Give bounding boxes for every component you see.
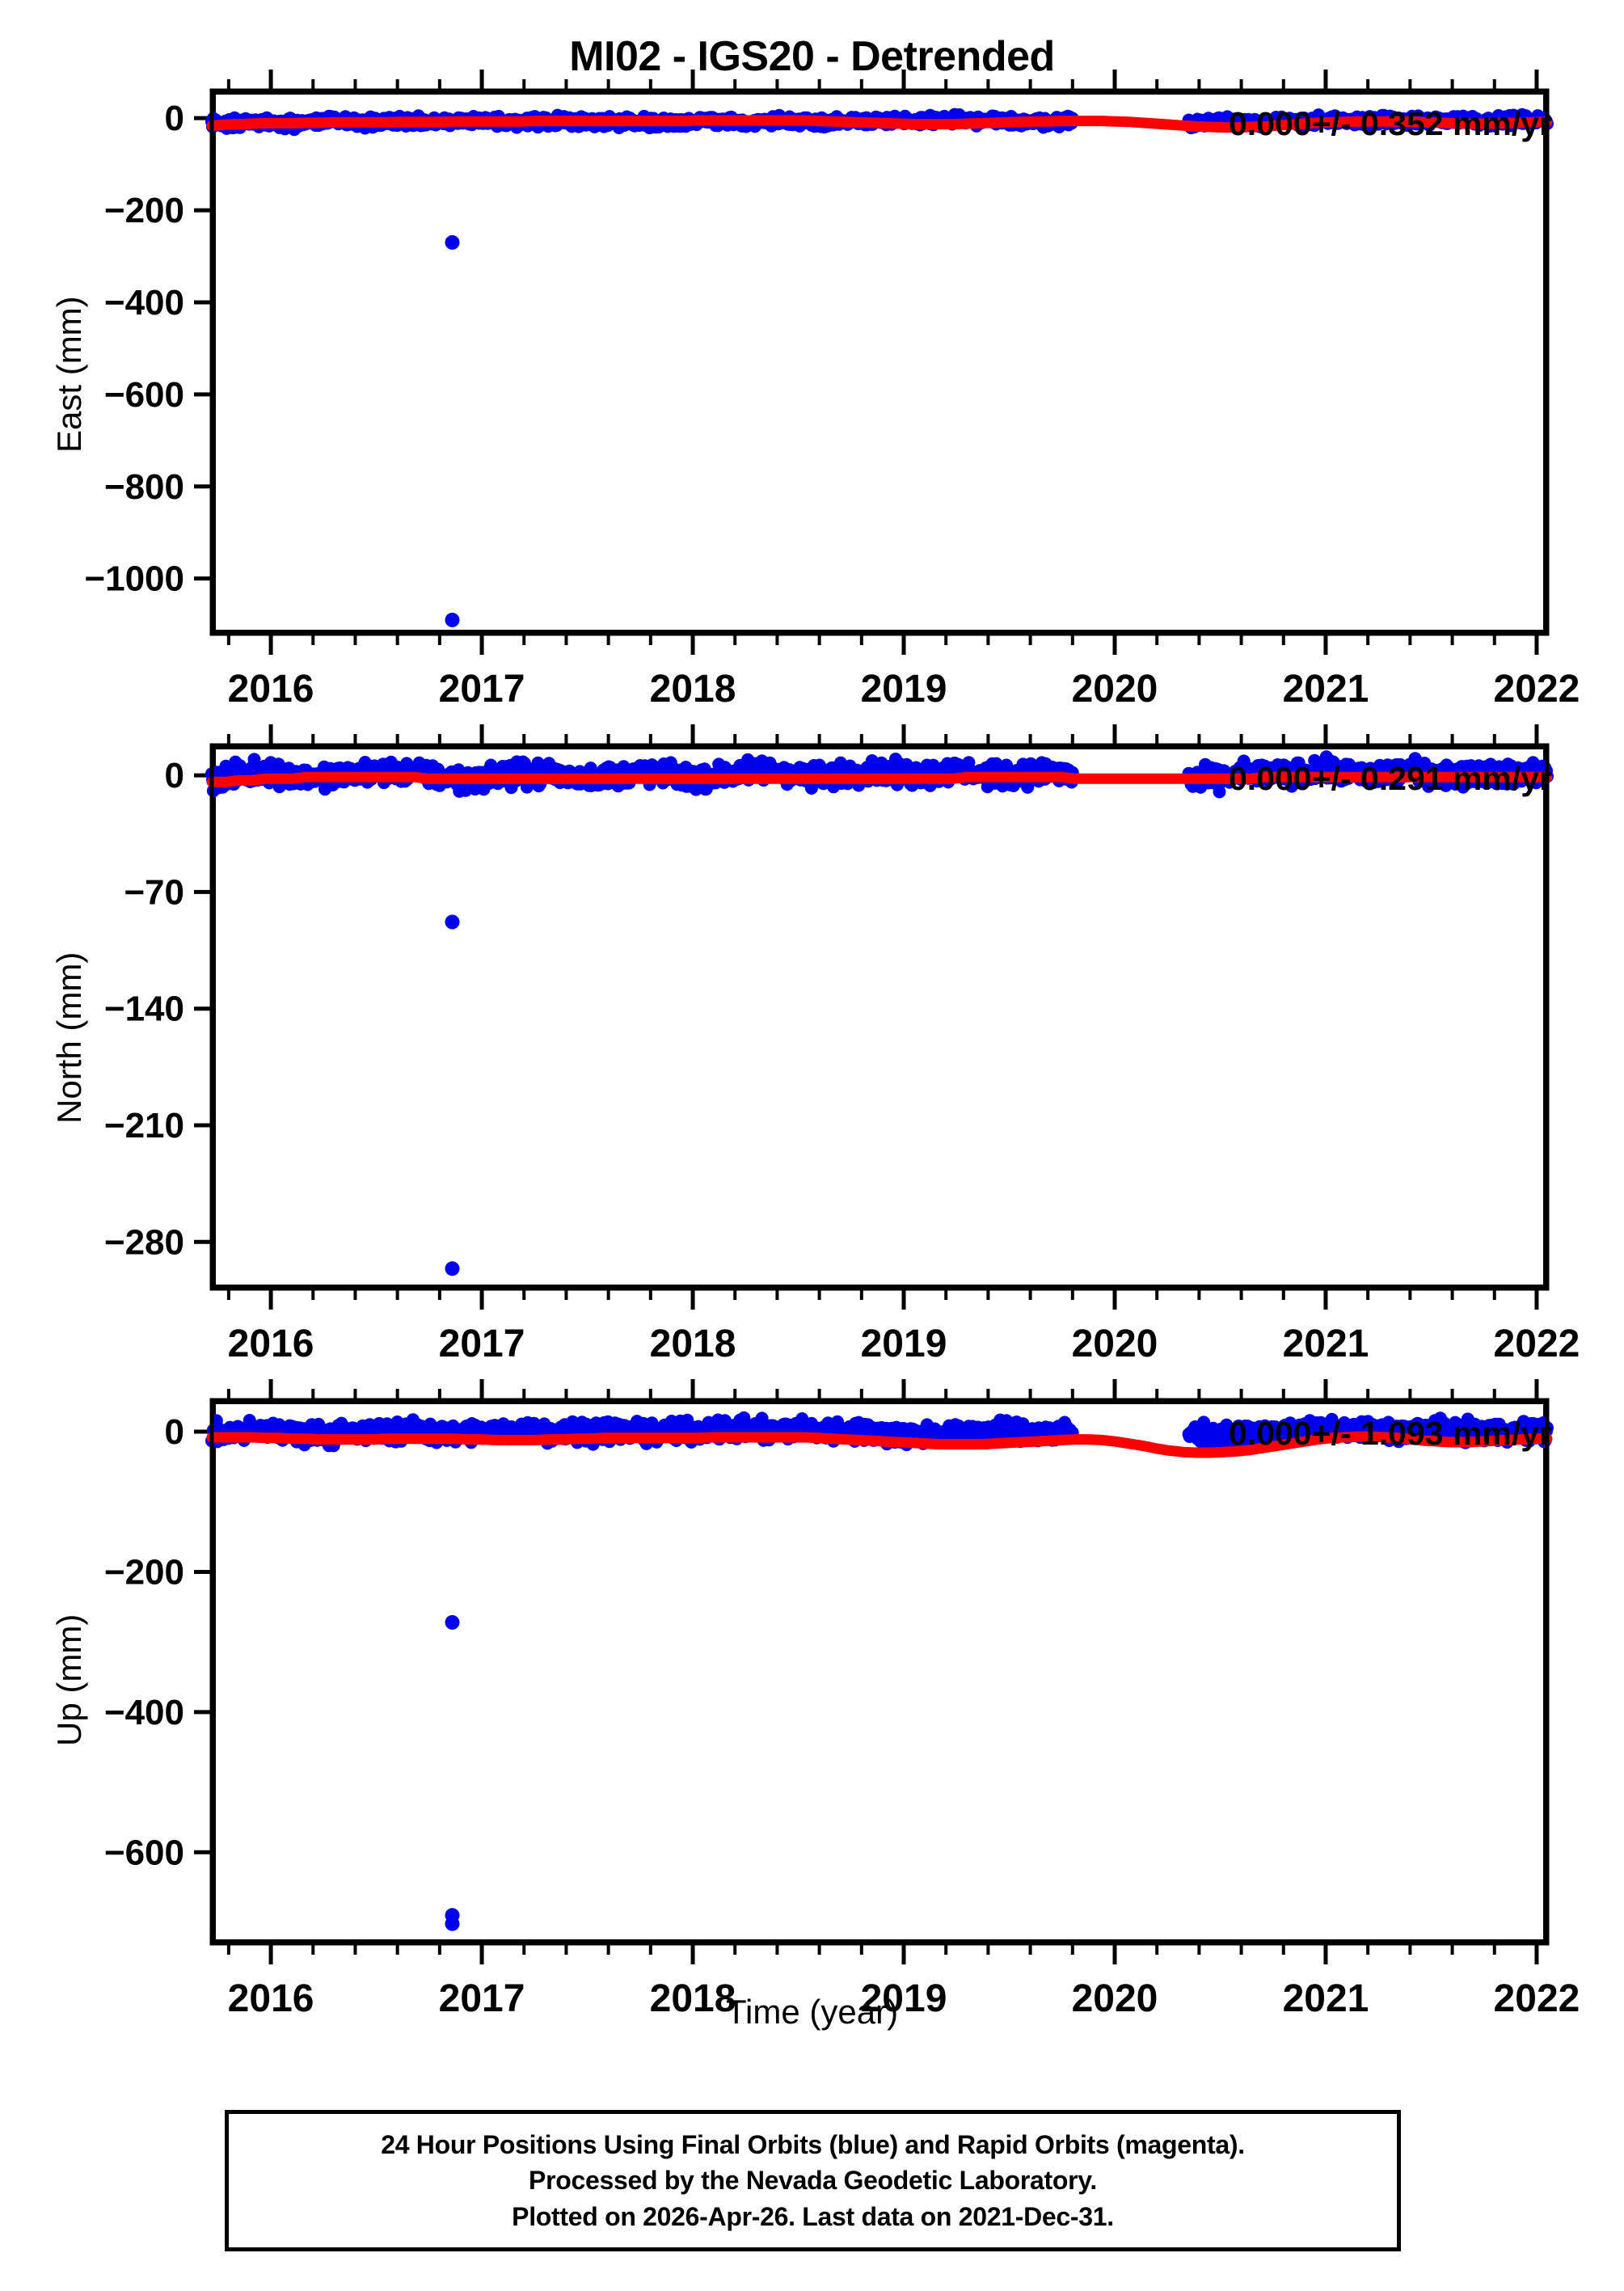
svg-text:−600: −600 bbox=[104, 1833, 184, 1872]
svg-text:2021: 2021 bbox=[1283, 668, 1369, 711]
svg-text:2020: 2020 bbox=[1072, 668, 1158, 711]
svg-text:2019: 2019 bbox=[861, 668, 947, 711]
svg-text:0: 0 bbox=[165, 1412, 184, 1452]
svg-text:2021: 2021 bbox=[1283, 1323, 1369, 1365]
caption-box: 24 Hour Positions Using Final Orbits (bl… bbox=[225, 2110, 1401, 2251]
caption-line-3: Plotted on 2026-Apr-26. Last data on 202… bbox=[512, 2201, 1114, 2231]
svg-text:2019: 2019 bbox=[861, 1977, 947, 2020]
svg-text:2020: 2020 bbox=[1072, 1323, 1158, 1365]
svg-text:2018: 2018 bbox=[650, 668, 736, 711]
svg-text:−600: −600 bbox=[104, 375, 184, 415]
svg-text:2016: 2016 bbox=[228, 1323, 314, 1365]
panel-up: Up (mm) 0 −200 −400 −600 2016 2017 2018 2019 202… bbox=[0, 1310, 1624, 2061]
svg-text:2021: 2021 bbox=[1283, 1977, 1369, 2020]
rate-annotation-up: 0.000+/- 1.093 mm/yr bbox=[1229, 1415, 1553, 1452]
svg-text:−140: −140 bbox=[104, 989, 184, 1029]
page-title: MI02 - IGS20 - Detrended bbox=[569, 33, 1055, 80]
svg-text:−200: −200 bbox=[104, 1552, 184, 1592]
svg-text:2018: 2018 bbox=[650, 1977, 736, 2020]
svg-text:−800: −800 bbox=[104, 467, 184, 507]
panel-east: East (mm) 0 −200 −400 −600 −800 −1000 2016 2017… bbox=[0, 0, 1624, 711]
svg-text:2017: 2017 bbox=[439, 1977, 525, 2020]
svg-text:2022: 2022 bbox=[1494, 668, 1580, 711]
axis-label-time: Time (year) bbox=[725, 1993, 899, 2031]
plot-area-up bbox=[212, 1400, 1547, 1943]
svg-text:−400: −400 bbox=[104, 1693, 184, 1732]
svg-text:2022: 2022 bbox=[1494, 1323, 1580, 1365]
svg-text:2017: 2017 bbox=[439, 1323, 525, 1365]
svg-text:−280: −280 bbox=[104, 1222, 184, 1262]
plot-svg-up: 0 −200 −400 −600 2016 2017 2018 2019 2020 2021 202… bbox=[104, 1379, 1580, 2020]
svg-text:0: 0 bbox=[165, 99, 184, 138]
caption-line-2: Processed by the Nevada Geodetic Laborat… bbox=[529, 2166, 1097, 2196]
caption-line-1: 24 Hour Positions Using Final Orbits (bl… bbox=[381, 2130, 1245, 2160]
svg-text:−70: −70 bbox=[124, 872, 184, 912]
svg-text:2022: 2022 bbox=[1494, 1977, 1580, 2020]
plot-area-east bbox=[212, 91, 1547, 634]
svg-text:−400: −400 bbox=[104, 283, 184, 323]
svg-text:−1000: −1000 bbox=[84, 559, 184, 599]
svg-text:−210: −210 bbox=[104, 1106, 184, 1146]
svg-text:2019: 2019 bbox=[861, 1323, 947, 1365]
rate-annotation-east: 0.000+/- 0.352 mm/yr bbox=[1229, 105, 1553, 142]
panel-north: North (mm) 0 −70 −140 −210 −280 2016 2017 2018 2… bbox=[0, 655, 1624, 1365]
rate-annotation-north: 0.000+/- 0.291 mm/yr bbox=[1229, 760, 1553, 797]
svg-text:0: 0 bbox=[165, 756, 184, 795]
svg-text:2016: 2016 bbox=[228, 668, 314, 711]
plot-area-north bbox=[212, 745, 1547, 1289]
plot-svg-north: 0 −70 −140 −210 −280 2016 2017 2018 2019 2020 2021… bbox=[104, 724, 1580, 1365]
svg-text:2016: 2016 bbox=[228, 1977, 314, 2020]
svg-text:2018: 2018 bbox=[650, 1323, 736, 1365]
plot-svg-east: 0 −200 −400 −600 −800 −1000 2016 2017 2018 2019 20… bbox=[84, 70, 1580, 711]
svg-text:−200: −200 bbox=[104, 191, 184, 230]
svg-text:2020: 2020 bbox=[1072, 1977, 1158, 2020]
svg-text:2017: 2017 bbox=[439, 668, 525, 711]
